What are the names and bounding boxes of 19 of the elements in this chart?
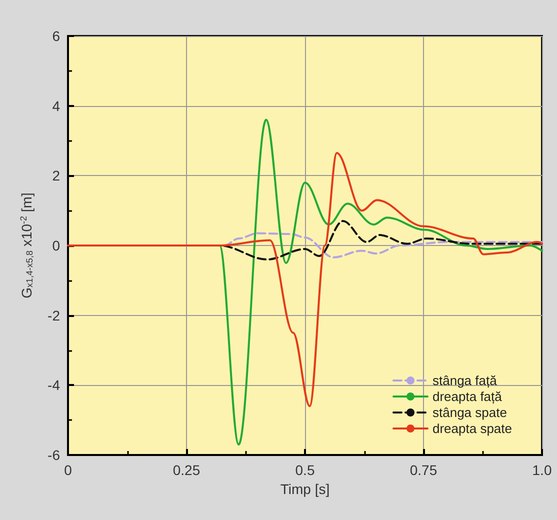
legend-label: stânga spate: [432, 405, 507, 420]
line-series: [67, 152, 543, 408]
x-tick-label: 0.5: [295, 462, 315, 478]
y-axis-title: Gx1,4-x5,8 x10-2 [m]: [18, 192, 34, 298]
legend-label: dreapta față: [432, 389, 503, 404]
legend-label: dreapta spate: [432, 421, 512, 436]
x-tick-label: 0: [64, 462, 72, 478]
y-tick-label: 2: [52, 168, 60, 184]
y-tick-label: 4: [52, 98, 60, 114]
y-tick-label: 6: [52, 28, 60, 44]
y-tick-label: -6: [48, 447, 60, 463]
y-tick-label: -4: [48, 377, 60, 394]
x-tick-label: 0.75: [410, 462, 438, 478]
legend-label: stânga față: [432, 373, 498, 388]
y-tick-label: 0: [52, 238, 60, 254]
x-axis-title: Timp [s]: [280, 480, 330, 497]
y-tick-label: -2: [48, 307, 60, 324]
x-tick-label: 1.0: [532, 462, 552, 478]
x-tick-label: 0.25: [172, 462, 200, 478]
